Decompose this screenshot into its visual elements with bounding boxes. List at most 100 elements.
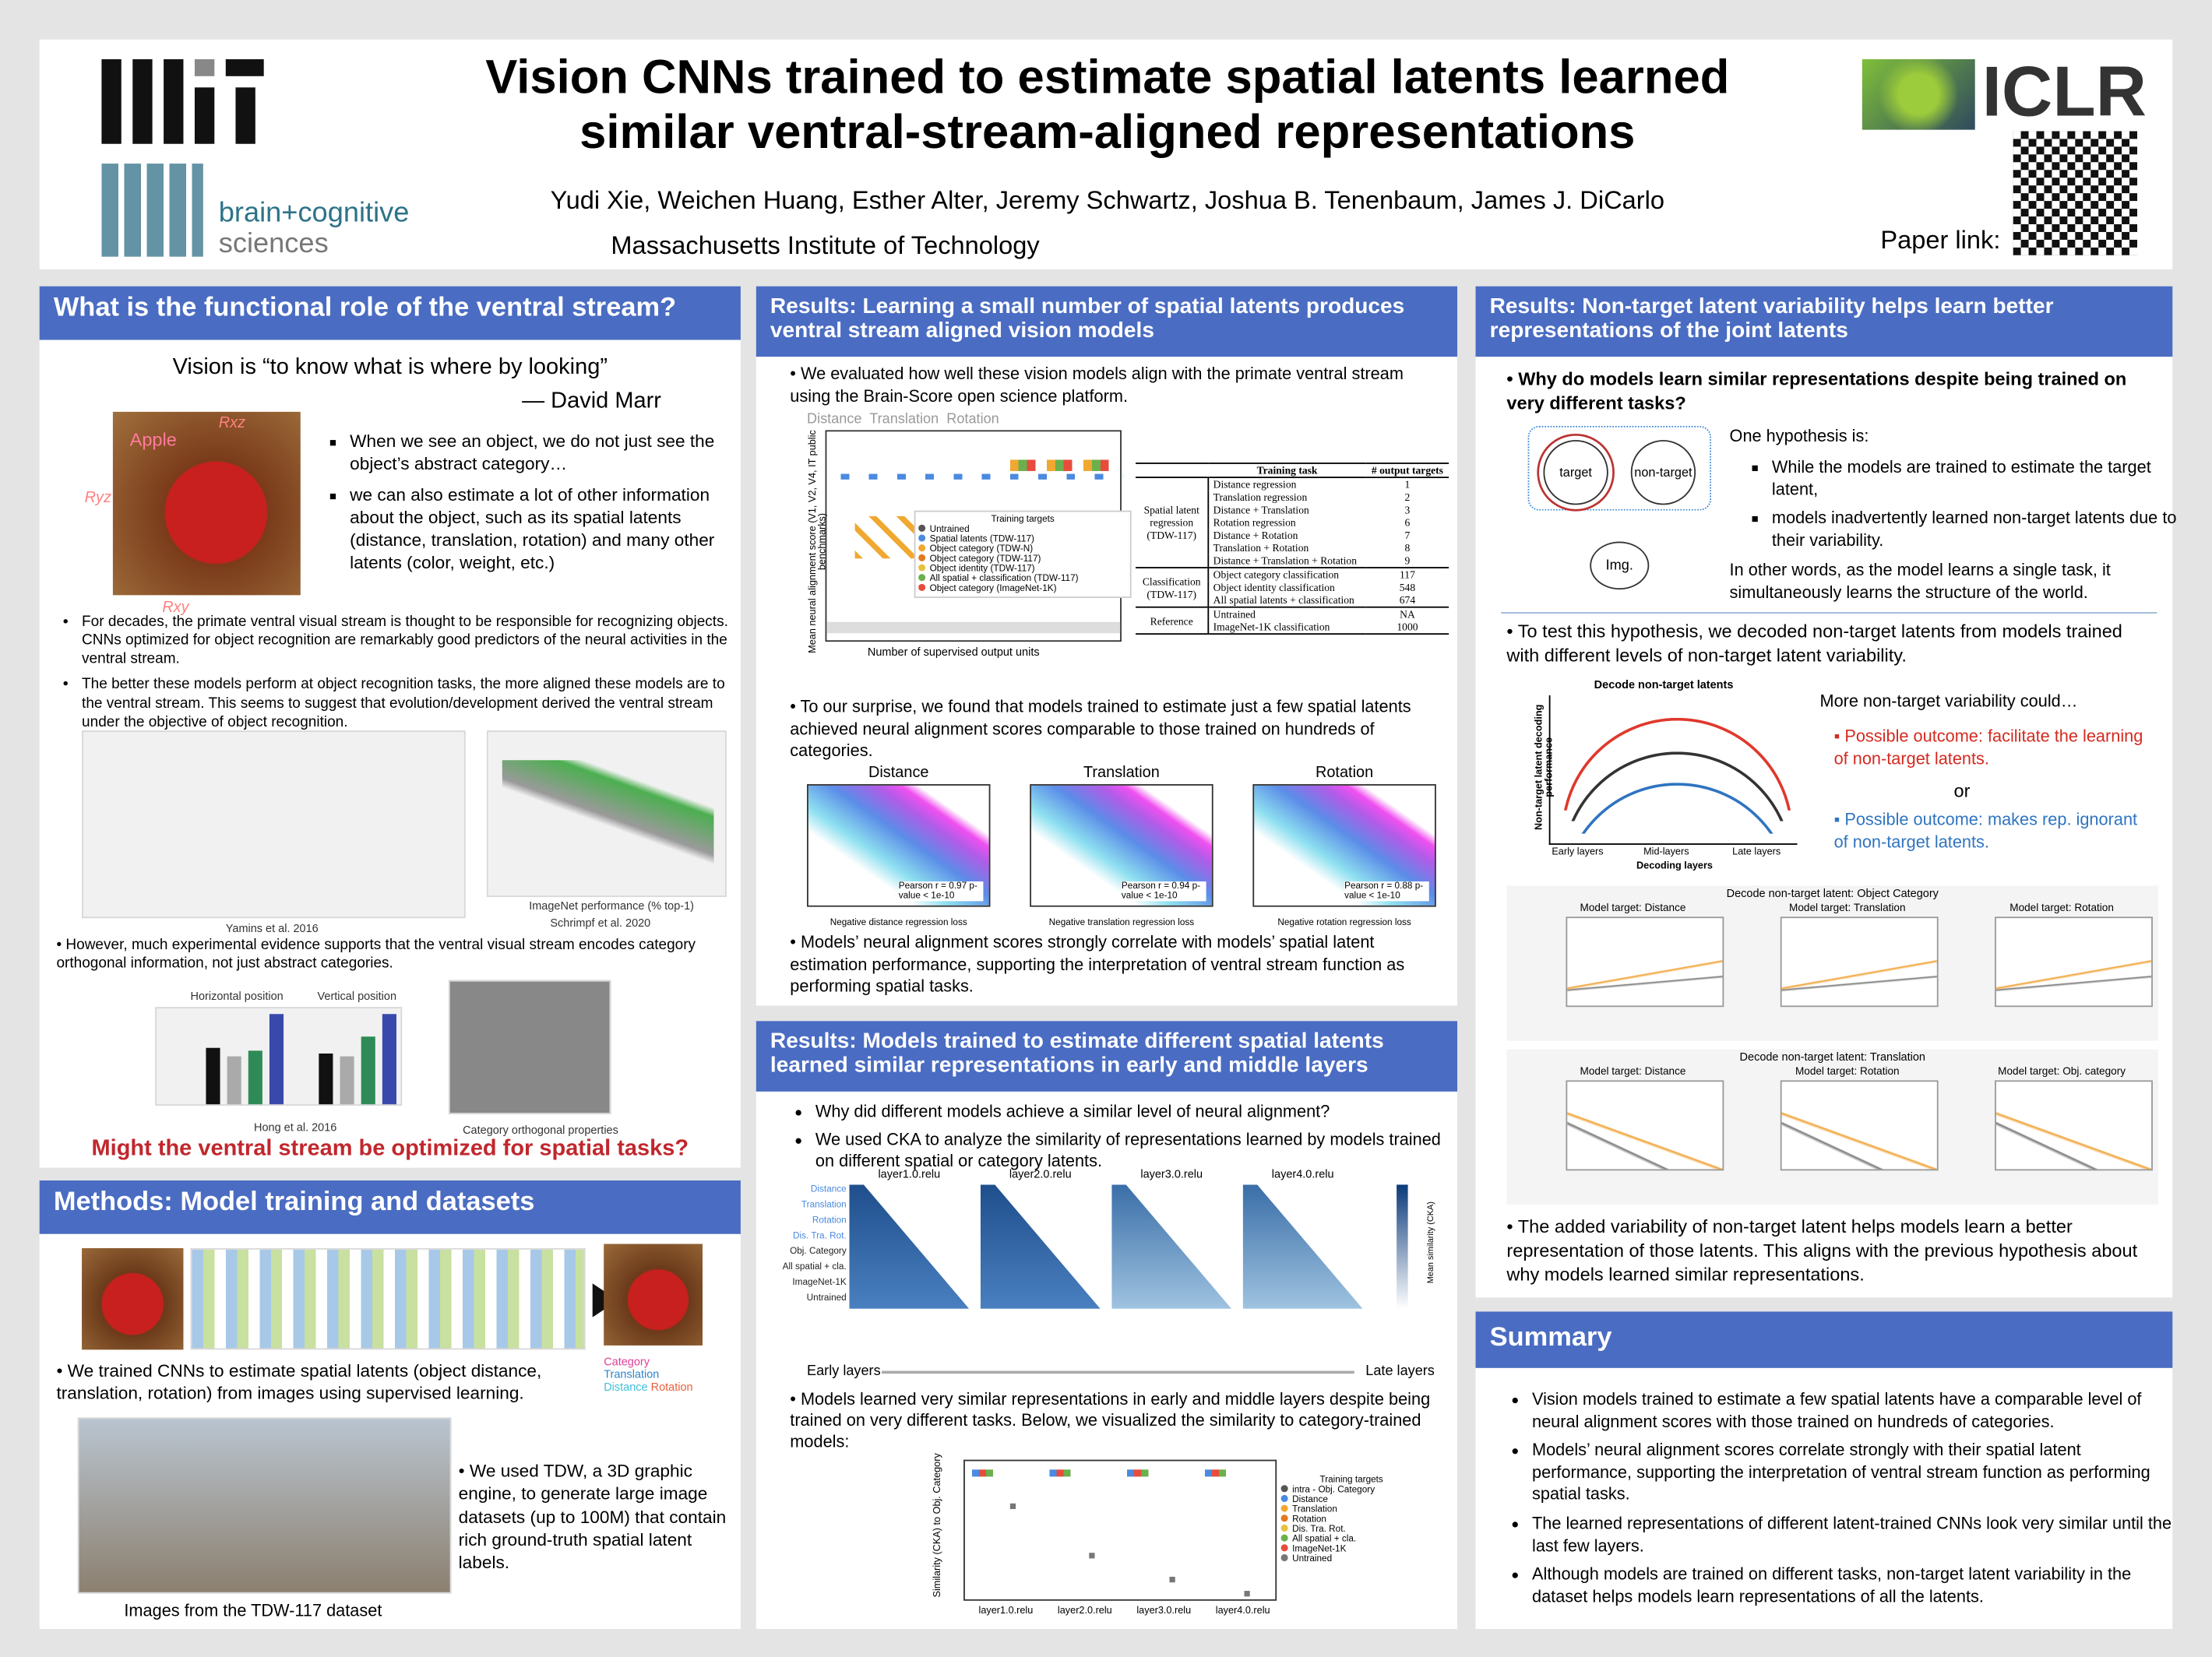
apple-image: Apple Rxz Ryz Rxy bbox=[85, 411, 301, 617]
table-cell: Distance regression bbox=[1213, 478, 1297, 491]
row-label: Dis. Tra. Rot. bbox=[793, 1231, 847, 1241]
chart-title: Decode non-target latent: Object Categor… bbox=[1726, 887, 1939, 900]
line-chart bbox=[1780, 1080, 1939, 1171]
image-label: Apple bbox=[129, 428, 177, 450]
chart-title: layer4.0.relu bbox=[1271, 1167, 1334, 1180]
table-row: Object identity classification 548 bbox=[1136, 581, 1449, 593]
row-label: Untrained bbox=[806, 1293, 847, 1303]
chart-title: Model target: Rotation bbox=[2009, 901, 2114, 914]
bullet-list: For decades, the primate ventral visual … bbox=[56, 614, 745, 739]
legend-label: All spatial + cla. bbox=[1292, 1534, 1357, 1545]
bullet-text: Why do models learn similar representati… bbox=[1506, 368, 2127, 413]
legend-marker bbox=[918, 544, 926, 552]
logo-text: brain+cognitive bbox=[218, 197, 410, 229]
legend-entry: Rotation bbox=[650, 1380, 693, 1393]
bullet: we can also estimate a lot of other info… bbox=[350, 483, 752, 575]
legend-title: Training targets bbox=[1319, 1475, 1383, 1486]
legend-entry: Distance bbox=[604, 1380, 648, 1393]
chart-title: Translation bbox=[1083, 764, 1160, 782]
table-row: All spatial latents + classification 674 bbox=[1136, 594, 1449, 607]
table-header: Training task bbox=[1256, 463, 1318, 477]
table-cell: 7 bbox=[1404, 529, 1411, 542]
legend-entry: All spatial + cla. bbox=[1280, 1534, 1422, 1545]
annotation-text: Translation bbox=[869, 411, 939, 427]
title: Vision CNNs trained to estimate spatial … bbox=[485, 51, 1730, 160]
annotation-text: Rotation bbox=[946, 411, 999, 427]
legend-entry: All spatial + classification (TDW-117) bbox=[918, 574, 1127, 584]
table: Training task # output targets Spatial lat… bbox=[1136, 463, 1449, 635]
legend-marker bbox=[918, 564, 926, 572]
legend-label: Object category (TDW-117) bbox=[929, 554, 1041, 565]
line-chart bbox=[1995, 916, 2153, 1008]
legend-label: Distance bbox=[1292, 1494, 1328, 1505]
legend-label: Untrained bbox=[929, 524, 970, 535]
outcome: ▪ Possible outcome: makes rep. ignorant … bbox=[1833, 809, 2138, 852]
chart-title: Model target: Rotation bbox=[1795, 1064, 1900, 1078]
bullet-list: When we see an object, we do not just se… bbox=[325, 430, 752, 582]
apple-image bbox=[604, 1244, 703, 1346]
bullet: • To our surprise, we found that models … bbox=[790, 696, 1411, 761]
colorbar bbox=[1397, 1184, 1408, 1309]
table-row: Distance + Rotation 7 bbox=[1136, 529, 1449, 541]
legend-marker bbox=[1280, 1534, 1288, 1542]
row-label: Translation bbox=[801, 1200, 847, 1211]
legend-entry: ImageNet-1K bbox=[1280, 1544, 1422, 1554]
legend-entry: Untrained bbox=[1280, 1553, 1422, 1564]
axis-label: Decoding layers bbox=[1636, 861, 1713, 872]
figure bbox=[486, 730, 727, 897]
outcome-text: Possible outcome: facilitate the learnin… bbox=[1833, 726, 2143, 769]
text: More non-target variability could… bbox=[1819, 691, 2078, 711]
annotation: Early layers bbox=[807, 1363, 881, 1380]
axis-label: Mean neural alignment score (V1, V2, V4,… bbox=[808, 430, 829, 653]
legend-label: Dis. Tra. Rot. bbox=[1292, 1524, 1346, 1535]
bullet: • The added variability of non-target la… bbox=[1506, 1215, 2138, 1285]
chart-title: Vertical position bbox=[317, 990, 397, 1003]
axis-label: ImageNet performance (% top-1) bbox=[529, 899, 695, 913]
axis-label: Ryz bbox=[84, 489, 112, 507]
legend-marker bbox=[918, 554, 926, 561]
section-heading: Methods: Model training and datasets bbox=[39, 1180, 741, 1234]
text: In other words, as the model learns a si… bbox=[1729, 560, 2111, 602]
line-chart bbox=[1566, 916, 1724, 1008]
legend-entry: Dis. Tra. Rot. bbox=[1280, 1524, 1422, 1535]
axis-label: Number of supervised output units bbox=[867, 646, 1040, 659]
legend-entry: Translation bbox=[1280, 1504, 1422, 1515]
section-heading: What is the functional role of the ventr… bbox=[39, 286, 741, 340]
sketch bbox=[1548, 695, 1798, 845]
annotation: Late layers bbox=[1365, 1363, 1435, 1380]
legend-marker bbox=[1280, 1544, 1288, 1552]
legend-label: Untrained bbox=[1292, 1553, 1333, 1564]
table-cell: 9 bbox=[1404, 554, 1411, 568]
table-header-row: Training task # output targets bbox=[1136, 463, 1449, 478]
bullet: models inadvertently learned non-target … bbox=[1772, 508, 2188, 551]
bullet: • Why do models learn similar representa… bbox=[1506, 368, 2127, 413]
table-cell: 1 bbox=[1404, 478, 1411, 491]
legend-entry: Untrained bbox=[918, 524, 1127, 535]
bullet-text: However, much experimental evidence supp… bbox=[56, 936, 696, 973]
legend: Training targets Untrained Spatial latent… bbox=[914, 510, 1132, 598]
paper-link: Paper link: bbox=[1880, 225, 2001, 255]
legend-label: All spatial + classification (TDW-117) bbox=[929, 574, 1079, 584]
legend-label: Spatial latents (TDW-117) bbox=[929, 534, 1034, 545]
row-label: Rotation bbox=[812, 1215, 847, 1226]
table-cell: 1000 bbox=[1397, 620, 1418, 634]
table-cell: Distance + Translation bbox=[1213, 503, 1309, 516]
axis-label: Mean similarity (CKA) bbox=[1427, 1201, 1436, 1284]
legend-entry: Spatial latents (TDW-117) bbox=[918, 534, 1127, 544]
row-label: All spatial + cla. bbox=[782, 1262, 847, 1272]
figure bbox=[448, 980, 611, 1114]
table-row: Classification (TDW-117) Object category … bbox=[1136, 568, 1449, 607]
table-cell: Rotation regression bbox=[1213, 515, 1296, 529]
bullet: For decades, the primate ventral visual … bbox=[82, 614, 745, 669]
image-grid bbox=[77, 1417, 452, 1594]
bullet: Models’ neural alignment scores correlat… bbox=[1532, 1441, 2181, 1507]
conference: ICLR bbox=[1981, 52, 2147, 132]
chart-title: Model target: Distance bbox=[1580, 1064, 1686, 1078]
table-cell: Object category classification bbox=[1213, 568, 1340, 582]
annotation: Distance Translation Rotation bbox=[807, 412, 999, 427]
table-cell: Distance + Rotation bbox=[1213, 529, 1298, 542]
bullet-text: The added variability of non-target late… bbox=[1506, 1215, 2138, 1285]
legend-marker bbox=[1280, 1485, 1288, 1493]
legend-marker bbox=[918, 524, 926, 532]
